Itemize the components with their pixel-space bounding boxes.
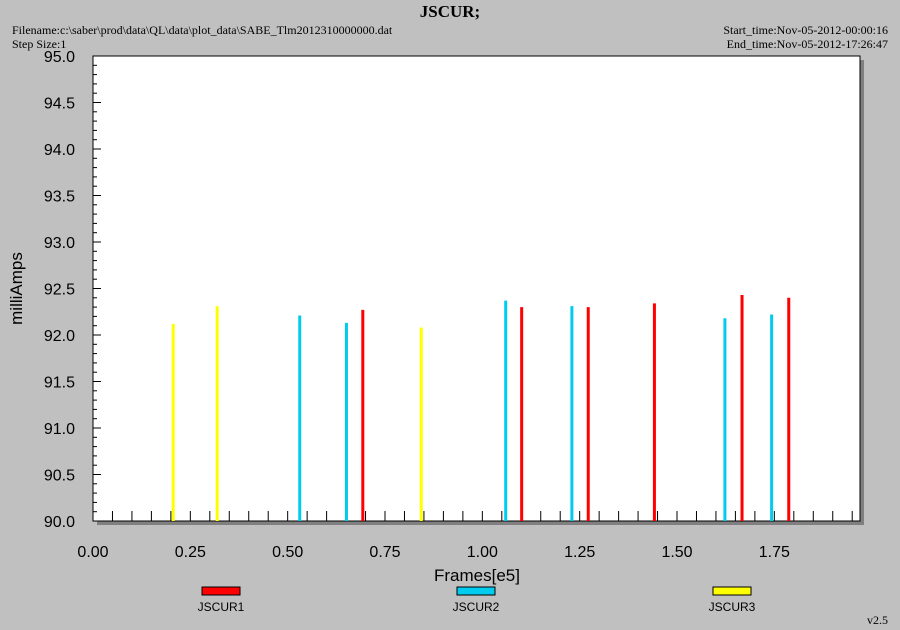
y-tick-label: 90.5 xyxy=(44,468,75,485)
x-tick-label: 1.50 xyxy=(661,544,692,561)
version-label: v2.5 xyxy=(867,613,888,627)
x-tick-label: 0.50 xyxy=(272,544,303,561)
x-tick-label: 0.25 xyxy=(175,544,206,561)
y-tick-label: 92.5 xyxy=(44,282,75,299)
legend-swatch-jscur3 xyxy=(712,586,752,596)
x-axis-label: Frames[e5] xyxy=(434,566,520,585)
y-tick-label: 93.5 xyxy=(44,189,75,206)
chart-title: JSCUR; xyxy=(419,2,481,21)
y-tick-label: 95.0 xyxy=(44,49,75,66)
y-tick-label: 91.0 xyxy=(44,421,75,438)
legend-label-jscur3: JSCUR3 xyxy=(709,600,756,614)
x-tick-label: 1.00 xyxy=(467,544,498,561)
legend-swatch-jscur2 xyxy=(456,586,496,596)
legend-swatch-jscur1 xyxy=(201,586,241,596)
x-tick-label: 1.75 xyxy=(759,544,790,561)
y-tick-label: 90.0 xyxy=(44,514,75,531)
x-tick-label: 0.75 xyxy=(369,544,400,561)
y-tick-label: 94.0 xyxy=(44,142,75,159)
y-tick-label: 93.0 xyxy=(44,235,75,252)
y-tick-label: 92.0 xyxy=(44,328,75,345)
end-time-label: End_time:Nov-05-2012-17:26:47 xyxy=(726,37,888,51)
x-tick-label: 1.25 xyxy=(564,544,595,561)
y-axis-label: milliAmps xyxy=(7,252,26,325)
x-tick-label: 0.00 xyxy=(77,544,108,561)
start-time-label: Start_time:Nov-05-2012-00:00:16 xyxy=(723,23,888,37)
y-tick-label: 94.5 xyxy=(44,96,75,113)
legend-label-jscur2: JSCUR2 xyxy=(453,600,500,614)
legend-label-jscur1: JSCUR1 xyxy=(198,600,245,614)
y-tick-label: 91.5 xyxy=(44,375,75,392)
step-size-label: Step Size:1 xyxy=(12,37,67,51)
filename-label: Filename:c:\saber\prod\data\QL\data\plot… xyxy=(12,23,393,37)
plot-background xyxy=(92,55,861,522)
